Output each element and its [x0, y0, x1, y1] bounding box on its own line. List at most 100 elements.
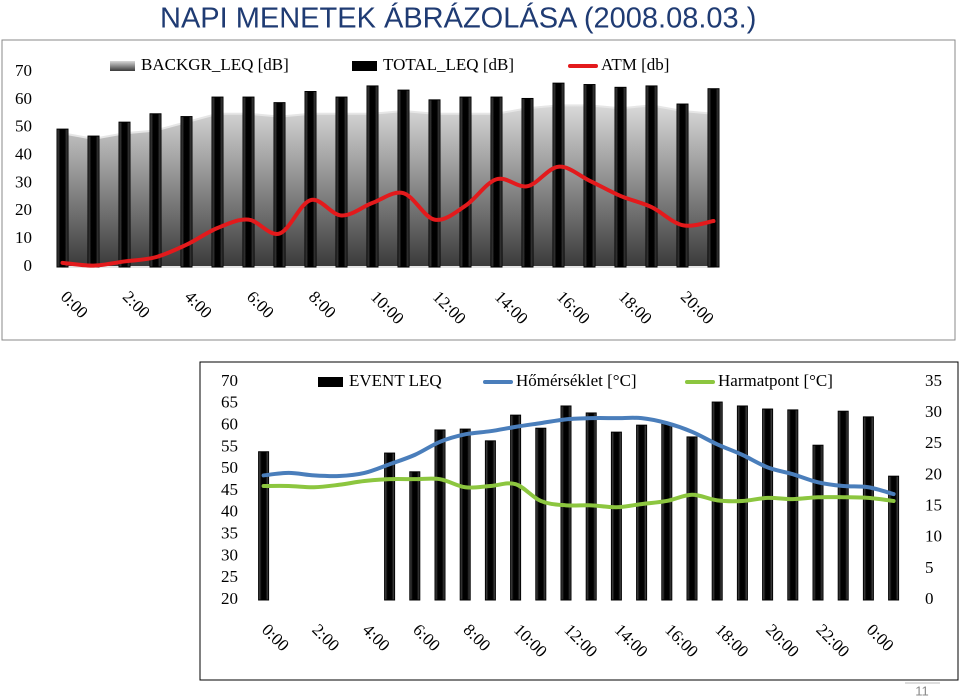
chart-frame	[1, 39, 956, 341]
bar	[335, 96, 348, 268]
bar	[180, 116, 193, 268]
bar	[304, 91, 317, 268]
bar	[686, 436, 698, 601]
x-tick-label: 0:00	[863, 620, 898, 655]
x-tick-label: 4:00	[359, 620, 394, 655]
legend-label: ATM [db]	[601, 55, 669, 74]
y-tick-label: 35	[221, 524, 238, 543]
line	[261, 415, 896, 497]
x-tick-label: 12:00	[429, 287, 470, 328]
bar	[384, 452, 396, 601]
legend-swatch	[318, 377, 343, 387]
bar	[510, 414, 522, 601]
x-tick-label: 14:00	[611, 620, 652, 661]
x-tick-label: 22:00	[812, 620, 853, 661]
x-tick-label: 0:00	[258, 620, 293, 655]
legend-label: BACKGR_LEQ [dB]	[141, 55, 289, 74]
y2-tick-label: 15	[925, 495, 942, 514]
bar	[459, 96, 472, 268]
bar	[211, 96, 224, 268]
y2-tick-label: 35	[925, 371, 942, 390]
x-tick-label: 6:00	[409, 620, 444, 655]
y-tick-label: 55	[221, 436, 238, 455]
bar	[434, 429, 446, 601]
x-tick-label: 2:00	[119, 287, 154, 322]
bar	[614, 86, 627, 268]
x-tick-label: 18:00	[712, 620, 753, 661]
chart-frame	[199, 361, 959, 681]
bar	[812, 444, 824, 601]
y-tick-label: 0	[24, 256, 33, 275]
y-tick-label: 45	[221, 480, 238, 499]
x-tick-label: 16:00	[661, 620, 702, 661]
bar	[862, 416, 874, 601]
y-tick-label: 50	[221, 458, 238, 477]
bar	[762, 408, 774, 601]
y-tick-label: 70	[221, 371, 238, 390]
y2-tick-label: 20	[925, 464, 942, 483]
legend-label: Harmatpont [°C]	[718, 371, 833, 390]
bar	[661, 423, 673, 601]
bar	[787, 409, 799, 601]
bar	[645, 85, 658, 268]
y2-tick-label: 25	[925, 433, 942, 452]
bar	[484, 440, 496, 601]
bar	[888, 475, 900, 601]
y-tick-label: 70	[15, 61, 32, 80]
y-tick-label: 60	[221, 415, 238, 434]
bar	[837, 410, 849, 601]
bar	[428, 99, 441, 268]
bar	[409, 471, 421, 601]
x-tick-label: 8:00	[305, 287, 340, 322]
bar	[397, 89, 410, 268]
bar	[583, 84, 596, 268]
legend-label: EVENT LEQ	[349, 371, 442, 390]
x-tick-label: 4:00	[181, 287, 216, 322]
x-tick-label: 18:00	[615, 287, 656, 328]
y-tick-label: 40	[221, 502, 238, 521]
bar	[610, 431, 622, 601]
y-tick-label: 60	[15, 89, 32, 108]
bar	[87, 135, 100, 268]
y-tick-label: 25	[221, 567, 238, 586]
x-tick-label: 2:00	[308, 620, 343, 655]
legend-label: Hőmérséklet [°C]	[516, 371, 637, 390]
x-tick-label: 16:00	[553, 287, 594, 328]
x-tick-label: 14:00	[491, 287, 532, 328]
y-tick-label: 40	[15, 144, 32, 163]
legend-label: TOTAL_LEQ [dB]	[383, 55, 514, 74]
x-tick-label: 6:00	[243, 287, 278, 322]
bar	[273, 102, 286, 268]
legend-swatch	[110, 61, 135, 71]
slide-title: NAPI MENETEK ÁBRÁZOLÁSA (2008.08.03.)	[160, 2, 756, 35]
y-tick-label: 65	[221, 393, 238, 412]
bar	[552, 82, 565, 268]
y2-tick-label: 10	[925, 527, 942, 546]
y-tick-label: 10	[15, 228, 32, 247]
bar	[149, 113, 162, 268]
y-tick-label: 20	[221, 589, 238, 608]
bar	[366, 85, 379, 268]
page-number: 11	[915, 683, 929, 698]
y2-tick-label: 0	[925, 589, 934, 608]
y-tick-label: 20	[15, 200, 32, 219]
bar	[676, 103, 689, 268]
x-tick-label: 12:00	[560, 620, 601, 661]
x-tick-label: 10:00	[510, 620, 551, 661]
line	[261, 476, 896, 510]
bar	[560, 405, 572, 601]
bar	[636, 424, 648, 601]
legend-swatch	[352, 61, 377, 71]
bar	[707, 88, 720, 268]
bar	[258, 451, 270, 601]
bar	[118, 121, 131, 268]
x-tick-label: 8:00	[460, 620, 495, 655]
bar	[56, 128, 69, 268]
bar	[535, 427, 547, 601]
y2-tick-label: 5	[925, 558, 934, 577]
bar	[459, 428, 471, 601]
line	[60, 164, 716, 268]
bar	[242, 96, 255, 268]
y2-tick-label: 30	[925, 402, 942, 421]
